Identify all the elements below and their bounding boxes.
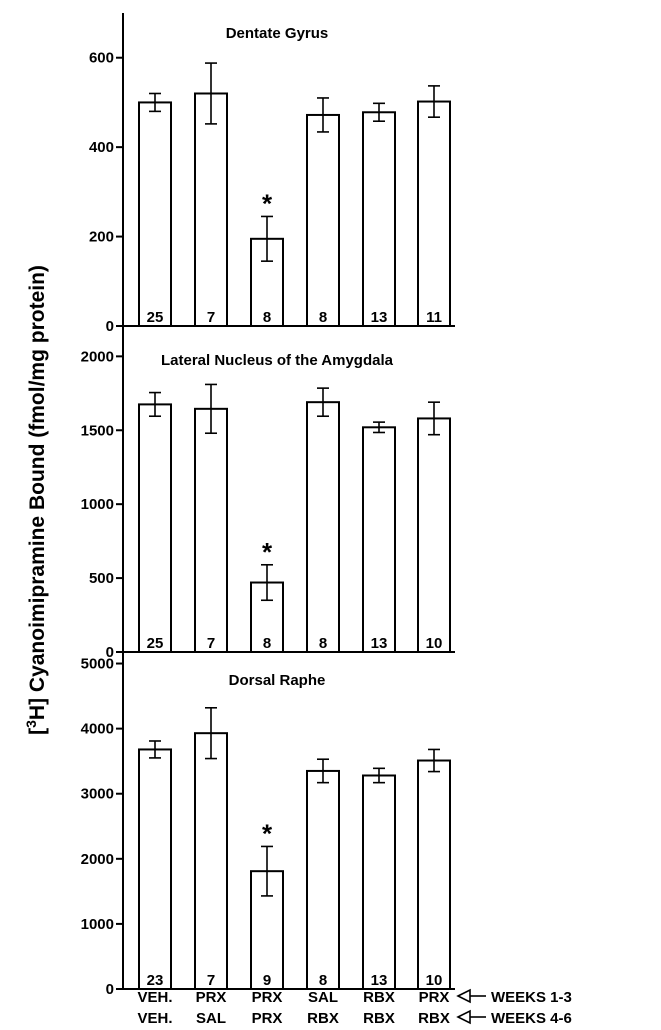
n-label: 23 <box>147 972 164 989</box>
n-label: 13 <box>371 635 388 652</box>
y-tick-label: 1500 <box>81 422 114 439</box>
y-axis-label: [3H] Cyanoimipramine Bound (fmol/mg prot… <box>23 265 49 735</box>
n-label: 13 <box>371 309 388 326</box>
y-tick-label: 3000 <box>81 786 114 803</box>
y-axis-label-open: [ <box>26 728 49 735</box>
n-label: 10 <box>426 972 443 989</box>
bar <box>194 732 228 991</box>
n-label: 10 <box>426 635 443 652</box>
y-tick-label: 0 <box>106 981 114 998</box>
bar <box>306 769 340 990</box>
x-group-label: RBX <box>363 989 395 1006</box>
n-label: 25 <box>147 309 164 326</box>
y-tick-label: 200 <box>89 229 114 246</box>
x-group-label: SAL <box>196 1010 226 1027</box>
x-group-label: PRX <box>419 989 450 1006</box>
x-group-label: VEH. <box>137 1010 172 1027</box>
y-tick-label: 0 <box>106 318 114 335</box>
x-group-label: RBX <box>363 1010 395 1027</box>
panel-2: Lateral Nucleus of the Amygdala 0 500 1000 1… <box>81 312 455 661</box>
n-label: 8 <box>263 309 271 326</box>
significance-marker: * <box>262 818 273 848</box>
significance-marker: * <box>262 537 273 567</box>
y-axis-label-rest: H] Cyanoimipramine Bound (fmol/mg protei… <box>26 265 49 720</box>
n-label: 8 <box>319 972 327 989</box>
panel-3: Dorsal Raphe 0 1000 2000 3000 4000 5000 23 7 9 * 8 1… <box>81 644 455 998</box>
bar <box>138 101 172 327</box>
arrow-left-icon <box>456 1009 471 1025</box>
y-tick-label: 1000 <box>81 916 114 933</box>
y-tick-label: 2000 <box>81 348 114 365</box>
bar <box>194 407 228 653</box>
x-group-label: VEH. <box>137 989 172 1006</box>
n-label: 8 <box>319 309 327 326</box>
y-tick-label: 500 <box>89 570 114 587</box>
x-group-label: RBX <box>307 1010 339 1027</box>
weeks-note: WEEKS 1-3 <box>491 989 572 1006</box>
arrow-left-icon <box>456 988 471 1004</box>
x-group-label: PRX <box>252 989 283 1006</box>
bar <box>138 748 172 990</box>
bar <box>306 113 340 327</box>
x-group-label: PRX <box>196 989 227 1006</box>
n-label: 7 <box>207 635 215 652</box>
bar <box>417 759 451 990</box>
n-label: 13 <box>371 972 388 989</box>
weeks-note: WEEKS 4-6 <box>491 1010 572 1027</box>
panel-title: Dentate Gyrus <box>226 25 329 42</box>
bar <box>306 401 340 653</box>
bar <box>362 111 396 327</box>
significance-marker: * <box>262 188 273 218</box>
x-group-label: SAL <box>308 989 338 1006</box>
y-tick-label: 2000 <box>81 851 114 868</box>
n-label: 8 <box>319 635 327 652</box>
n-label: 7 <box>207 972 215 989</box>
y-tick-label: 5000 <box>81 656 114 673</box>
panel-title: Lateral Nucleus of the Amygdala <box>161 352 394 369</box>
panel-1: Dentate Gyrus 0 200 400 600 25 7 8 * 8 13 11 <box>89 13 455 335</box>
y-tick-label: 4000 <box>81 721 114 738</box>
bar <box>362 426 396 653</box>
panel-title: Dorsal Raphe <box>229 672 326 689</box>
bar <box>417 417 451 653</box>
n-label: 11 <box>426 309 442 326</box>
n-label: 9 <box>263 972 271 989</box>
x-group-label: PRX <box>252 1010 283 1027</box>
bar <box>362 774 396 990</box>
n-label: 25 <box>147 635 164 652</box>
y-axis-label-sup: 3 <box>23 720 39 728</box>
y-tick-label: 1000 <box>81 496 114 513</box>
bar <box>194 92 228 327</box>
x-axis-group-labels: VEH. PRX PRX SAL RBX PRX WEEKS 1-3 VEH. SAL PRX RB… <box>137 988 572 1027</box>
bar <box>138 403 172 653</box>
y-tick-label: 0 <box>106 644 114 661</box>
x-group-label: RBX <box>418 1010 450 1027</box>
y-tick-label: 600 <box>89 50 114 67</box>
n-label: 8 <box>263 635 271 652</box>
n-label: 7 <box>207 309 215 326</box>
bar <box>417 100 451 327</box>
y-tick-label: 400 <box>89 139 114 156</box>
